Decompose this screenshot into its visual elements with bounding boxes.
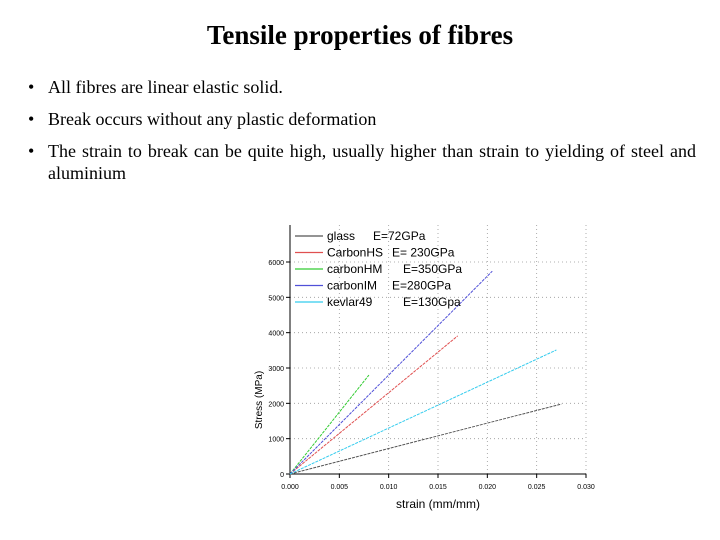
legend-series-name: carbonHM [327, 262, 382, 276]
x-tick-label: 0.020 [479, 484, 497, 491]
y-tick-label: 6000 [268, 260, 284, 267]
bullet-item: • Break occurs without any plastic defor… [28, 108, 696, 130]
x-tick-label: 0.015 [429, 484, 447, 491]
y-tick-label: 1000 [268, 437, 284, 444]
y-tick-label: 3000 [268, 366, 284, 373]
x-tick-label: 0.005 [331, 484, 349, 491]
bullet-icon: • [28, 141, 35, 161]
chart-series [289, 270, 562, 475]
legend-series-name: glass [327, 229, 355, 243]
chart-grid [290, 225, 587, 474]
x-tick-label: 0.030 [577, 484, 595, 491]
bullet-icon: • [28, 77, 35, 97]
y-tick-label: 4000 [268, 331, 284, 338]
legend-modulus-label: E= 230GPa [392, 246, 455, 260]
legend-modulus-label: E=72GPa [373, 229, 426, 243]
series-line-carbonhs [289, 335, 459, 475]
x-tick-label: 0.000 [281, 484, 299, 491]
series-line-carbonim [289, 270, 493, 475]
series-line-carbonhm [289, 374, 370, 475]
bullet-text: All fibres are linear elastic solid. [48, 77, 283, 97]
legend-series-name: CarbonHS [327, 246, 383, 260]
bullet-list: • All fibres are linear elastic solid. •… [28, 76, 696, 194]
legend-series-name: carbonIM [327, 279, 377, 293]
chart-legend: glass E=72GPa CarbonHS E= 230GPa carbonHM E=3… [295, 229, 462, 309]
bullet-icon: • [28, 109, 35, 129]
bullet-item: • The strain to break can be quite high,… [28, 140, 696, 184]
bullet-text: Break occurs without any plastic deforma… [48, 109, 377, 129]
bullet-item: • All fibres are linear elastic solid. [28, 76, 696, 98]
y-axis-label: Stress (MPa) [254, 371, 265, 429]
series-line-glass [289, 403, 562, 475]
series-line-kevlar49 [289, 349, 557, 475]
legend-modulus-label: E=130Gpa [403, 295, 461, 309]
x-tick-label: 0.010 [380, 484, 398, 491]
legend-modulus-label: E=280GPa [392, 279, 451, 293]
bullet-text: The strain to break can be quite high, u… [48, 141, 696, 183]
y-tick-label: 5000 [268, 295, 284, 302]
y-tick-label: 0 [280, 472, 284, 479]
legend-modulus-label: E=350GPa [403, 262, 462, 276]
chart-ticks: 0.000 0.005 0.010 0.015 0.020 0.025 0.030 0 1000… [268, 260, 594, 491]
x-axis-label: strain (mm/mm) [396, 497, 480, 511]
x-tick-label: 0.025 [528, 484, 546, 491]
legend-series-name: kevlar49 [327, 295, 373, 309]
slide-title: Tensile properties of fibres [206, 20, 514, 50]
y-tick-label: 2000 [268, 401, 284, 408]
